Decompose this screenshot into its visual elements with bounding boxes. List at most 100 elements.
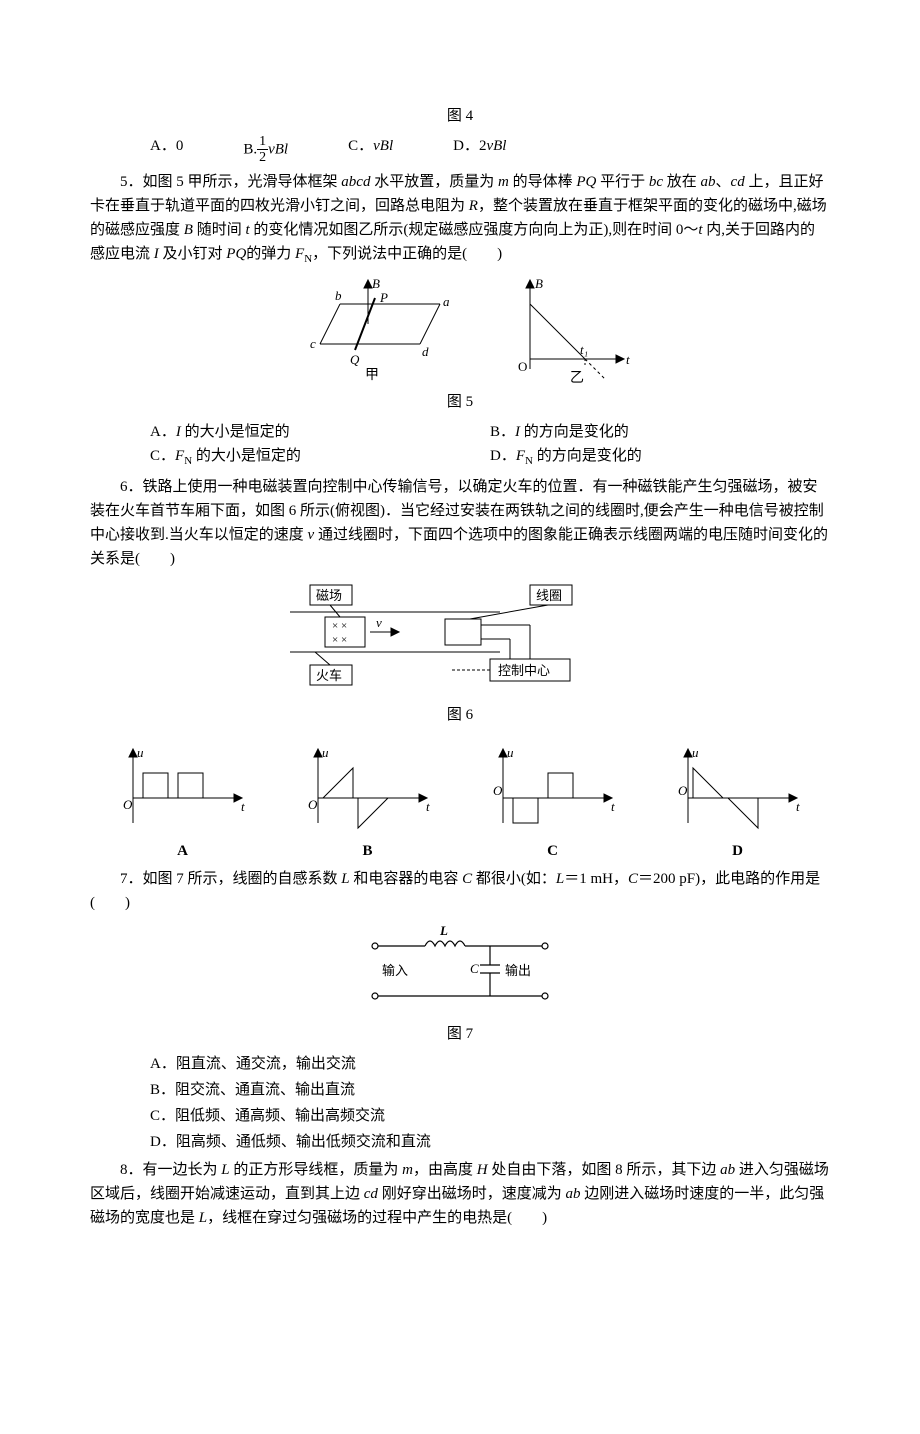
q7-t4: ＝1 mH， [564, 871, 628, 887]
q4-opt-d: D．2vBl [453, 134, 506, 166]
q6-box-xianquan: 线圈 [536, 588, 562, 603]
q5-figlabel: 图 5 [90, 390, 830, 414]
svg-text:t: t [426, 799, 430, 814]
q5-fig-P: P [379, 290, 388, 305]
svg-text:u: u [137, 745, 144, 760]
q4-opt-d-text: D．2vBl [453, 138, 506, 154]
q7-L: L [341, 871, 349, 887]
q4-opt-c-text: C．vBl [348, 138, 393, 154]
q5-t12: 及小钉对 [159, 246, 227, 262]
q4-options-row: A．0 B.12vBl C．vBl D．2vBl [90, 134, 830, 166]
q6-graph-a: O u t A [113, 737, 253, 863]
q6-graph-d: O u t D [668, 737, 808, 863]
q6-optlabel-c: C [483, 839, 623, 863]
q5-m: m [498, 174, 509, 190]
q7-figlabel: 图 7 [90, 1022, 830, 1046]
svg-text:t: t [611, 799, 615, 814]
q5-num: 5． [120, 174, 143, 190]
q5-pq: PQ [576, 174, 596, 190]
q7-fig-in: 输入 [382, 963, 408, 978]
q4-frac-den: 2 [257, 150, 268, 165]
q5-fig-yi: 乙 [570, 370, 584, 384]
q4-opt-a: A．0 [150, 134, 183, 166]
q5-t3: 的导体棒 [509, 174, 577, 190]
q6-text: 铁路上使用一种电磁装置向控制中心传输信号，以确定火车的位置．有一种磁铁能产生匀强… [90, 479, 828, 567]
q7-opt-c: C．阻低频、通高频、输出高频交流 [150, 1104, 830, 1128]
q5-Nsub: N [304, 253, 312, 265]
q7-fig-L: L [439, 923, 448, 938]
q5-fig-d: d [422, 344, 429, 359]
q5-fig-b: b [335, 288, 342, 303]
q5-figure: b a c d P Q B 甲 B O t₁ t 乙 [280, 274, 640, 384]
q5-opt-d: D．FN 的方向是变化的 [490, 444, 830, 471]
q7-options: A．阻直流、通交流，输出交流 B．阻交流、通直流、输出直流 C．阻低频、通高频、… [90, 1052, 830, 1154]
q7-opt-b: B．阻交流、通直流、输出直流 [150, 1078, 830, 1102]
q5-opt-c: C．FN 的大小是恒定的 [150, 444, 490, 471]
q4-opt-c: C．vBl [348, 134, 393, 166]
q7-fig-C: C [470, 961, 479, 976]
q5-t10: 的变化情况如图乙所示(规定磁感应强度方向向上为正),则在时间 0～ [250, 222, 699, 238]
q5-bc: bc [649, 174, 663, 190]
q6-option-graphs: O u t A O u t B O u t [90, 737, 830, 863]
q5-graph-O: O [518, 359, 527, 374]
q4-opt-b-suffix: vBl [268, 141, 288, 157]
q5-t6: 、 [716, 174, 731, 190]
q5-t5: 放在 [663, 174, 701, 190]
q5-t13: 的弹力 [246, 246, 295, 262]
q7-t1: 如图 7 所示，线圈的自感系数 [143, 871, 342, 887]
svg-text:t: t [241, 799, 245, 814]
q7-opt-d: D．阻高频、通低频、输出低频交流和直流 [150, 1130, 830, 1154]
q7-opt-a: A．阻直流、通交流，输出交流 [150, 1052, 830, 1076]
svg-text:u: u [507, 745, 514, 760]
q5-F: F [295, 246, 304, 262]
q6-box-huoche: 火车 [316, 668, 342, 683]
q4-opt-b-prefix: B. [243, 141, 257, 157]
q5-ab: ab [701, 174, 716, 190]
svg-text:O: O [308, 797, 318, 812]
q8-num: 8． [120, 1162, 143, 1178]
q7-figure: L C 输入 输出 [340, 921, 580, 1016]
q5-fig-Q: Q [350, 352, 360, 367]
q6-body: 6．铁路上使用一种电磁装置向控制中心传输信号，以确定火车的位置．有一种磁铁能产生… [90, 475, 830, 571]
svg-text:O: O [123, 797, 133, 812]
q5-fig-jia: 甲 [365, 368, 379, 383]
q8-text: 有一边长为 L 的正方形导线框，质量为 m，由高度 H 处自由下落，如图 8 所… [90, 1162, 829, 1226]
q5-t9: 随时间 [193, 222, 246, 238]
q5-t4: 平行于 [596, 174, 649, 190]
q5-options: A．I 的大小是恒定的 B．I 的方向是变化的 C．FN 的大小是恒定的 D．F… [90, 420, 830, 471]
q6-num: 6． [120, 479, 143, 495]
q7-body: 7．如图 7 所示，线圈的自感系数 L 和电容器的电容 C 都很小(如：L＝1 … [90, 867, 830, 915]
q4-opt-b: B.12vBl [243, 134, 288, 166]
fig4-label: 图 4 [90, 104, 830, 128]
q5-opt-b: B．I 的方向是变化的 [490, 420, 830, 444]
q4-frac-num: 1 [257, 134, 268, 150]
svg-text:O: O [493, 783, 503, 798]
q6-optlabel-a: A [113, 839, 253, 863]
svg-text:O: O [678, 783, 688, 798]
q5-r: R [469, 198, 478, 214]
q6-optlabel-d: D [668, 839, 808, 863]
q4-opt-b-fraction: 12 [257, 134, 268, 166]
q6-optlabel-b: B [298, 839, 438, 863]
q7-C: C [462, 871, 472, 887]
svg-text:× ×: × × [332, 634, 347, 646]
q5-fig-c: c [310, 336, 316, 351]
q7-t2: 和电容器的电容 [350, 871, 463, 887]
svg-text:× ×: × × [332, 620, 347, 632]
q5-t1: 如图 5 甲所示，光滑导体框架 [143, 174, 342, 190]
q7-fig-out: 输出 [505, 963, 531, 978]
q6-figlabel: 图 6 [90, 703, 830, 727]
svg-text:u: u [692, 745, 699, 760]
q6-graph-c: O u t C [483, 737, 623, 863]
q7-num: 7． [120, 871, 143, 887]
svg-text:t: t [796, 799, 800, 814]
svg-text:u: u [322, 745, 329, 760]
q5-abcd: abcd [341, 174, 370, 190]
q5-fig-Bv: B [372, 276, 380, 291]
q6-figure: × × × × 磁场 火车 线圈 控制中心 v [270, 577, 650, 697]
q5-pq2: PQ [226, 246, 246, 262]
q7-t3: 都很小(如： [472, 871, 556, 887]
q5-cd: cd [731, 174, 745, 190]
q5-body: 5．如图 5 甲所示，光滑导体框架 abcd 水平放置，质量为 m 的导体棒 P… [90, 170, 830, 269]
q6-box-cichang: 磁场 [316, 588, 342, 603]
